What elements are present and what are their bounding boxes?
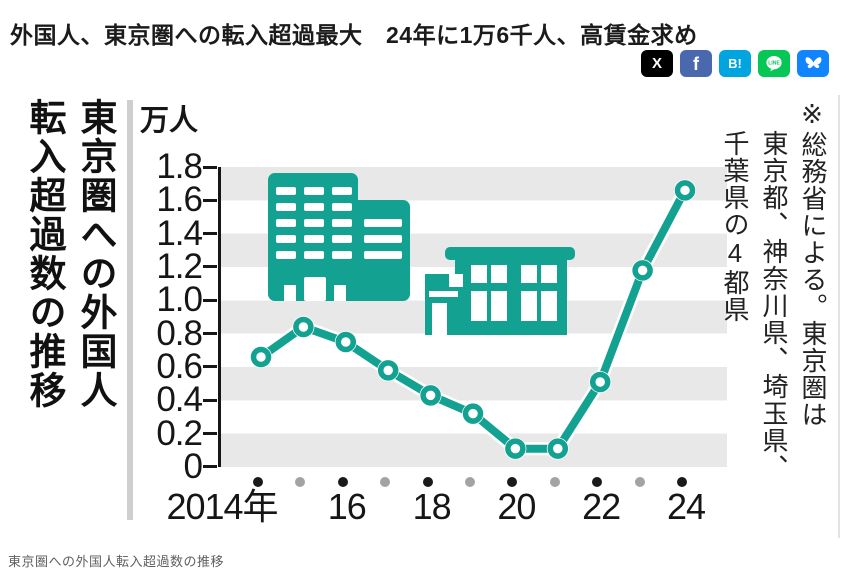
y-tick-label: 1.2: [156, 246, 203, 286]
year-dot: [549, 477, 560, 487]
y-tick-mark: [203, 465, 217, 469]
y-tick-label: 0.2: [156, 413, 203, 453]
source-note-line1: ※総務省による。東京圏は: [798, 100, 828, 428]
y-tick-mark: [203, 265, 217, 269]
y-axis-unit-label: 万人: [140, 105, 199, 137]
year-dot: [634, 477, 645, 487]
y-tick-label: 0: [183, 446, 203, 486]
y-tick-mark: [203, 332, 217, 336]
y-tick-mark: [203, 398, 217, 402]
y-tick-label: 0.4: [156, 380, 203, 420]
x-tick-label: 16: [327, 486, 367, 527]
hatena-icon: B!: [728, 56, 742, 71]
x-icon: X: [651, 55, 662, 72]
line-series: [250, 179, 696, 460]
svg-text:LINE: LINE: [768, 61, 780, 67]
year-dot: [507, 477, 518, 487]
source-note-line3: 千葉県の4都県: [720, 130, 750, 323]
x-tick-label: 20: [497, 486, 536, 527]
source-note: ※総務省による。東京圏は 東京都、神奈川県、埼玉県、 千葉県の4都県: [710, 100, 832, 538]
house-icon: [425, 247, 575, 335]
year-dot: [253, 477, 263, 487]
year-dot: [295, 477, 306, 487]
y-tick-mark: [203, 432, 217, 436]
year-dot: [592, 477, 603, 487]
office-building-icon: [268, 173, 410, 301]
figure-right-edge: [838, 95, 840, 538]
y-tick-label: 1.8: [156, 147, 203, 186]
social-share-bar: X f B! LINE: [0, 50, 829, 77]
y-tick-label: 1.4: [156, 213, 203, 253]
article-headline: 外国人、東京圏への転入超過最大 24年に1万6千人、高賃金求め: [10, 22, 698, 49]
y-tick-mark: [203, 198, 217, 202]
x-tick-label: 24: [666, 486, 706, 527]
chart-vertical-title: 東京圏への外国人 転入超過数の推移: [8, 98, 121, 543]
y-tick-mark: [203, 232, 217, 236]
x-tick-label: 22: [582, 486, 621, 527]
y-tick-mark: [203, 165, 217, 169]
facebook-share-button[interactable]: f: [680, 50, 712, 77]
x-tick-label: 18: [412, 486, 452, 527]
chart-vertical-title-line1: 東京圏への外国人: [75, 98, 116, 410]
y-tick-label: 0.8: [156, 313, 203, 353]
year-dot: [337, 477, 348, 487]
x-tick-label: 2014年: [166, 486, 278, 527]
year-dot: [465, 477, 475, 487]
y-tick-mark: [203, 298, 217, 302]
bluesky-icon: [805, 57, 821, 69]
year-dot: [677, 477, 687, 487]
line-icon: LINE: [766, 56, 782, 72]
source-note-line2: 東京都、神奈川県、埼玉県、: [759, 130, 789, 481]
plot-area: [218, 167, 727, 467]
bluesky-share-button[interactable]: [797, 50, 829, 77]
x-share-button[interactable]: X: [641, 50, 673, 77]
hatena-share-button[interactable]: B!: [719, 50, 751, 77]
y-tick-mark: [203, 365, 217, 369]
year-dot: [380, 477, 391, 487]
chart-vertical-title-line2: 転入超過数の推移: [23, 98, 65, 410]
line-share-button[interactable]: LINE: [758, 50, 790, 77]
figure-caption: 東京圏への外国人転入超過数の推移: [8, 554, 225, 569]
facebook-icon: f: [693, 53, 699, 74]
y-tick-label: 1.6: [156, 180, 203, 220]
title-divider-bar: [127, 100, 133, 520]
year-dot: [422, 477, 433, 487]
y-tick-label: 0.6: [156, 346, 203, 386]
y-tick-label: 1.0: [156, 280, 203, 320]
